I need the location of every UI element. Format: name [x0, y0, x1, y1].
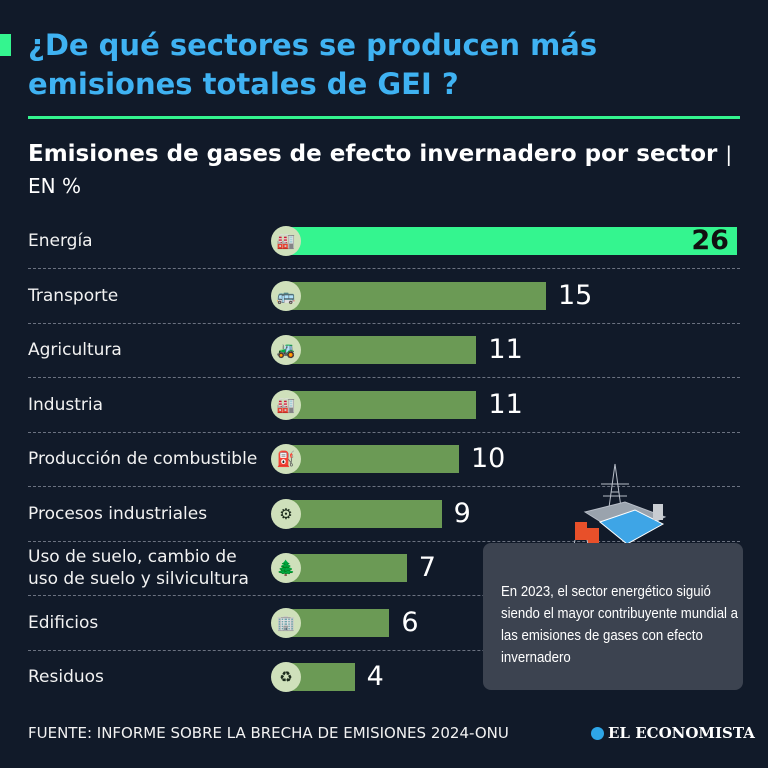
category-label: Energía — [28, 231, 93, 251]
oil-pump-icon: ⛽ — [271, 444, 301, 474]
category-label: Uso de suelo, cambio de uso de suelo y s… — [28, 547, 249, 589]
power-plant-icon: 🏭 — [271, 226, 301, 256]
category-label: Edificios — [28, 612, 99, 633]
unit-label: EN % — [28, 174, 81, 198]
bar — [285, 608, 390, 637]
row-divider — [28, 649, 740, 651]
source-text: FUENTE: INFORME SOBRE LA BRECHA DE EMISI… — [28, 724, 509, 742]
recycling-truck-icon: ♻ — [271, 662, 301, 692]
row-divider — [28, 486, 740, 487]
row-divider — [28, 322, 740, 324]
annotation-text: En 2023, el sector energético siguió sie… — [501, 583, 739, 666]
value-label: 26 — [691, 225, 729, 256]
value-label: 9 — [453, 497, 471, 529]
bar — [285, 499, 442, 528]
category-label: Agricultura — [28, 340, 122, 360]
bar — [285, 445, 459, 473]
category-label: Procesos industriales — [28, 503, 208, 524]
category-label: Transporte — [28, 285, 119, 306]
value-label: 7 — [418, 552, 436, 583]
factory-icon: 🏭 — [271, 389, 301, 420]
farm-icon: 🚜 — [271, 335, 301, 365]
value-label: 15 — [558, 279, 593, 311]
value-label: 4 — [366, 661, 384, 692]
row-divider — [28, 595, 740, 596]
value-label: 6 — [401, 606, 419, 638]
value-label: 11 — [488, 388, 523, 420]
trees-icon: 🌲 — [271, 553, 301, 583]
row-divider — [28, 431, 740, 433]
row-divider — [28, 268, 740, 269]
subtitle-text: Emisiones de gases de efecto invernadero… — [28, 141, 718, 167]
category-label: Producción de combustible — [28, 449, 258, 469]
gear-icon: ⚙ — [271, 498, 301, 529]
brand-logo: EL ECONOMISTA — [591, 724, 755, 742]
category-label: Industria — [28, 394, 104, 415]
bar — [285, 390, 477, 419]
brand-name: EL ECONOMISTA — [608, 724, 755, 742]
bar — [285, 281, 546, 310]
title-accent — [0, 34, 11, 56]
row-divider — [28, 377, 740, 378]
logo-mark-icon — [591, 726, 604, 740]
bus-icon: 🚌 — [271, 280, 301, 311]
annotation-box: En 2023, el sector energético siguió sie… — [483, 543, 743, 690]
row-divider — [28, 540, 740, 542]
bar — [285, 336, 477, 364]
building-icon: 🏢 — [271, 607, 301, 638]
value-label: 11 — [488, 334, 523, 365]
page-title: ¿De qué sectores se producen más emision… — [28, 28, 598, 101]
value-label: 10 — [471, 443, 506, 474]
bar — [285, 554, 407, 582]
category-label: Residuos — [28, 667, 104, 687]
bar — [285, 227, 738, 255]
title-divider — [28, 116, 740, 119]
chart-subtitle: Emisiones de gases de efecto invernadero… — [28, 141, 733, 198]
